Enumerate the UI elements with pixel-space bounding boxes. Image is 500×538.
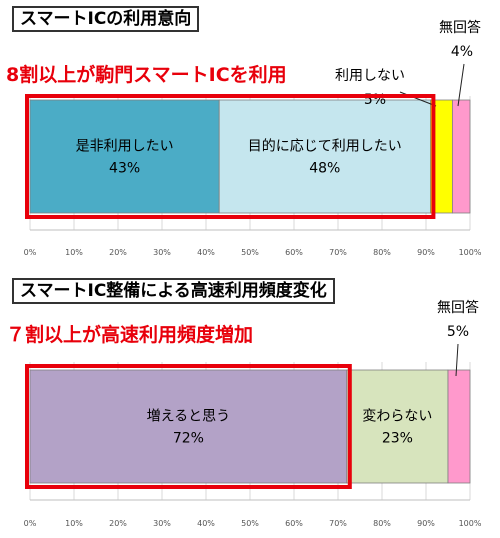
chart1-tick-label: 20% (109, 248, 127, 257)
chart1-tick-label: 100% (459, 248, 482, 257)
chart1-segment-name: 是非利用したい (76, 139, 174, 155)
chart2-tick-label: 40% (197, 519, 215, 528)
chart2-tick-label: 60% (285, 519, 303, 528)
chart2-tick-label: 0% (24, 519, 37, 528)
chart2-segment-name: 無回答 (437, 299, 479, 316)
chart2-segment-value: 72% (173, 431, 204, 447)
chart2-bar-segment (29, 369, 348, 484)
chart2-segment-name: 変わらない (362, 408, 432, 425)
chart2-tick-label: 30% (153, 519, 171, 528)
chart1-tick-label: 60% (285, 248, 303, 257)
chart1-highlight-frame (25, 94, 436, 219)
chart1-segment-value: 4% (451, 44, 473, 60)
chart2-leader-line (455, 343, 459, 377)
chart2-bar-segment (447, 369, 471, 484)
chart1-tick-label: 70% (329, 248, 347, 257)
chart2-segment-value: 23% (382, 431, 413, 447)
chart1-segment-value: 43% (109, 161, 140, 177)
chart1-tick-label: 10% (65, 248, 83, 257)
chart2-title: スマートIC整備による高速利用頻度変化 (12, 278, 335, 304)
chart2-highlight-frame (25, 364, 352, 489)
chart1-title: スマートICの利用意向 (12, 6, 200, 32)
chart2-tick-label: 10% (65, 519, 83, 528)
chart2-tick-label: 70% (329, 519, 347, 528)
chart2-segment-name: 増えると思う (147, 409, 231, 425)
chart1-segment-name: 利用しない (335, 68, 405, 84)
chart1-segment-name: 無回答 (439, 19, 481, 36)
chart1-tick-label: 40% (197, 248, 215, 257)
chart2-tick-label: 50% (241, 519, 259, 528)
chart1-bar-segment (451, 99, 471, 214)
chart1-leader-line (457, 63, 465, 107)
chart2-tick-label: 80% (373, 519, 391, 528)
chart1-segment-value: 48% (309, 161, 340, 177)
chart2-tick-label: 100% (459, 519, 482, 528)
chart1-tick-label: 80% (373, 248, 391, 257)
chart1-segment-name: 目的に応じて利用したい (248, 139, 402, 155)
chart2-headline: ７割以上が高速利用頻度増加 (6, 324, 254, 346)
chart1-bar-segment (29, 99, 220, 214)
chart1-tick-label: 0% (24, 248, 37, 257)
chart1-tick-label: 30% (153, 248, 171, 257)
chart2-segment-value: 5% (447, 324, 469, 340)
chart1-bar-segment (218, 99, 431, 214)
chart1-headline: 8割以上が駒門スマートICを利用 (6, 64, 287, 86)
chart2-tick-label: 90% (417, 519, 435, 528)
chart1-tick-label: 90% (417, 248, 435, 257)
chart1-tick-label: 50% (241, 248, 259, 257)
chart2-tick-label: 20% (109, 519, 127, 528)
chart2-bar-segment (346, 369, 449, 484)
